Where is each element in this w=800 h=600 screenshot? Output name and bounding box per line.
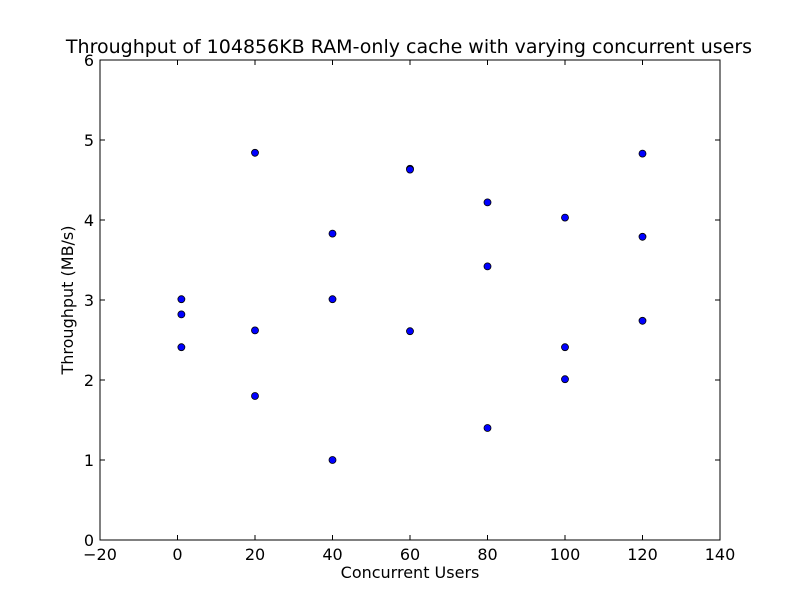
x-tick-label: 140 bbox=[705, 545, 736, 564]
data-point bbox=[328, 295, 337, 304]
data-point bbox=[561, 213, 569, 222]
data-point bbox=[638, 149, 647, 158]
y-tick-label: 5 bbox=[84, 131, 94, 150]
chart-title: Throughput of 104856KB RAM-only cache wi… bbox=[65, 36, 752, 58]
x-tick-label: 0 bbox=[172, 545, 182, 564]
x-tick-label: 120 bbox=[627, 545, 658, 564]
x-tick-label: 60 bbox=[400, 545, 420, 564]
data-point bbox=[251, 392, 259, 400]
data-point bbox=[406, 165, 414, 174]
y-tick-label: 0 bbox=[84, 531, 94, 550]
data-point bbox=[406, 327, 414, 336]
y-tick-label: 3 bbox=[84, 291, 94, 310]
y-axis-label: Throughput (MB/s) bbox=[58, 225, 77, 375]
data-point bbox=[251, 326, 259, 335]
y-axis-ticks: 0 1 2 3 4 5 6 bbox=[84, 51, 720, 550]
data-point bbox=[638, 316, 647, 325]
x-axis-ticks: −20 0 20 40 60 80 100 120 140 bbox=[83, 60, 735, 564]
y-tick-label: 2 bbox=[84, 371, 94, 390]
data-point bbox=[328, 229, 337, 238]
data-point bbox=[483, 424, 492, 432]
data-points bbox=[177, 148, 647, 464]
data-point bbox=[328, 456, 337, 464]
data-point bbox=[483, 198, 492, 207]
data-point bbox=[177, 295, 186, 304]
data-point bbox=[561, 375, 569, 384]
x-tick-label: −20 bbox=[83, 545, 117, 564]
data-point bbox=[177, 310, 186, 319]
x-tick-label: 40 bbox=[322, 545, 342, 564]
x-tick-label: 80 bbox=[477, 545, 497, 564]
data-point bbox=[638, 232, 647, 241]
data-point bbox=[177, 343, 186, 352]
data-point bbox=[251, 148, 259, 157]
x-tick-label: 100 bbox=[550, 545, 581, 564]
x-axis-label: Concurrent Users bbox=[341, 563, 480, 582]
y-tick-label: 4 bbox=[84, 211, 94, 230]
data-point bbox=[561, 343, 569, 352]
data-point bbox=[483, 262, 492, 271]
x-tick-label: 20 bbox=[245, 545, 265, 564]
y-tick-label: 1 bbox=[84, 451, 94, 470]
y-tick-label: 6 bbox=[84, 51, 94, 70]
